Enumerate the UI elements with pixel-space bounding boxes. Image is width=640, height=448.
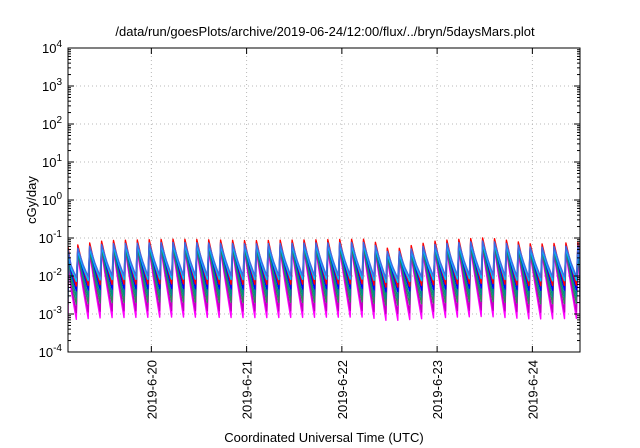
y-tick-label: 10-3 bbox=[39, 305, 63, 322]
y-tick-label: 10-2 bbox=[39, 267, 63, 284]
x-axis-label: Coordinated Universal Time (UTC) bbox=[224, 430, 423, 445]
y-tick-label: 103 bbox=[42, 77, 62, 94]
x-tick-label: 2019-6-23 bbox=[430, 360, 445, 419]
series-group bbox=[68, 237, 580, 321]
y-tick-label: 104 bbox=[42, 39, 62, 56]
x-tick-label: 2019-6-24 bbox=[525, 360, 540, 419]
y-tick-label: 10-4 bbox=[39, 343, 63, 360]
x-tick-label: 2019-6-22 bbox=[335, 360, 350, 419]
y-axis-label: cGy/day bbox=[24, 176, 39, 224]
y-tick-label: 101 bbox=[42, 153, 62, 170]
chart-title: /data/run/goesPlots/archive/2019-06-24/1… bbox=[115, 24, 535, 39]
series-line-8 bbox=[68, 240, 580, 280]
axis-ticks: 10-4 10-3 10-2 10-1 100 101 102 103 104 2019-6-20… bbox=[39, 39, 580, 419]
x-tick-label: 2019-6-21 bbox=[240, 360, 255, 419]
y-tick-label: 102 bbox=[42, 115, 62, 132]
x-tick-label: 2019-6-20 bbox=[144, 360, 159, 419]
y-tick-label: 10-1 bbox=[39, 229, 63, 246]
y-tick-label: 100 bbox=[42, 191, 62, 208]
